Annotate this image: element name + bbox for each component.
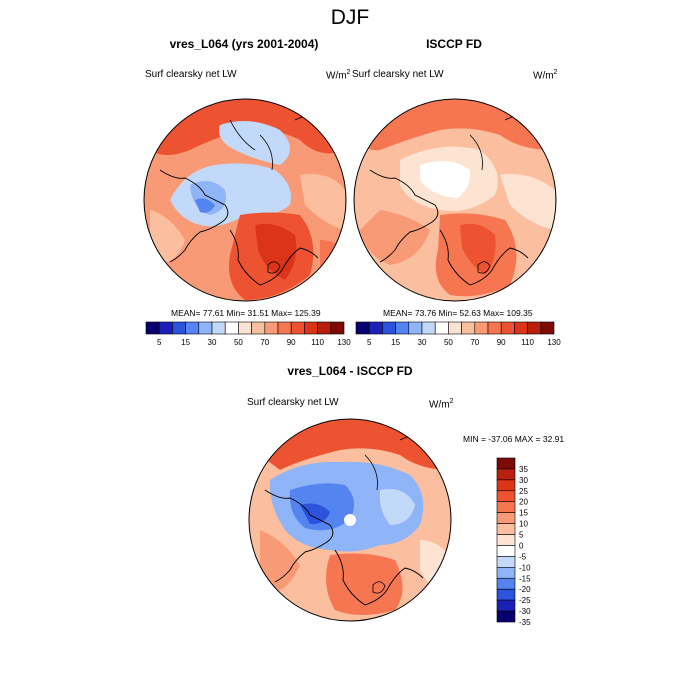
colorbar-tick-label: 5 — [367, 338, 372, 347]
map2-border — [353, 98, 557, 302]
panel2-stats: MEAN= 73.76 Min= 52.63 Max= 109.35 — [383, 308, 533, 318]
colorbar-swatch — [496, 545, 516, 557]
colorbar-swatch — [238, 321, 252, 335]
colorbar-model: 5 15 30 50 70 90 110 130 — [145, 321, 351, 347]
colorbar-swatch — [290, 321, 305, 335]
colorbar-tick-label: 50 — [234, 338, 243, 347]
polar-map-difference — [249, 419, 451, 621]
colorbar-tick-label: -10 — [519, 563, 531, 572]
panel3-stats: MIN = -37.06 MAX = 32.91 — [463, 434, 565, 444]
colorbar-swatch — [304, 321, 318, 335]
colorbar-swatch — [461, 321, 476, 335]
panel3-title: vres_L064 - ISCCP FD — [287, 364, 413, 378]
colorbar-tick-label: 20 — [519, 498, 528, 507]
colorbar-swatch — [474, 321, 489, 335]
colorbar-tick-label: -15 — [519, 574, 531, 583]
colorbar-swatch — [172, 321, 186, 335]
colorbar-swatch — [224, 321, 239, 335]
colorbar-swatch — [317, 321, 332, 335]
colorbar-tick-label: -5 — [519, 552, 527, 561]
colorbar-tick-label: 130 — [547, 338, 561, 347]
panel1-title: vres_L064 (yrs 2001-2004) — [169, 37, 319, 51]
colorbar-swatch — [496, 468, 516, 481]
panel1-units: W/m2 — [326, 69, 351, 82]
colorbar-tick-label: 0 — [519, 541, 524, 550]
colorbar-tick-label: 110 — [521, 338, 534, 347]
colorbar-tick-label: 70 — [470, 338, 479, 347]
colorbar-tick-label: 90 — [497, 338, 506, 347]
colorbar-swatch — [514, 321, 528, 335]
colorbar-swatch — [496, 567, 516, 579]
colorbar-tick-label: -30 — [519, 607, 531, 616]
colorbar-difference: 35 30 25 20 15 10 50 -5 -10 -15 -20 -25 -30 -35 — [496, 457, 531, 627]
map1-border — [143, 98, 347, 302]
polar-map-isccp — [354, 99, 556, 301]
colorbar-swatch — [368, 321, 383, 335]
map3-border — [248, 418, 452, 622]
colorbar-swatch — [487, 321, 502, 335]
colorbar-tick-label: 5 — [157, 338, 162, 347]
figure-title: DJF — [330, 6, 370, 29]
panel2-units: W/m2 — [533, 69, 558, 82]
colorbar-swatch — [496, 599, 516, 612]
colorbar-tick-label: 50 — [444, 338, 453, 347]
panel1-stats: MEAN= 77.61 Min= 31.51 Max= 125.39 — [171, 308, 321, 318]
colorbar-tick-label: -25 — [519, 596, 531, 605]
colorbar-swatch — [382, 321, 396, 335]
colorbar-swatch — [421, 321, 436, 335]
colorbar-swatch — [496, 577, 516, 590]
colorbar-swatch — [496, 523, 516, 535]
colorbar-tick-label: 30 — [519, 476, 528, 485]
colorbar-swatch — [496, 479, 516, 492]
colorbar-swatch — [264, 321, 279, 335]
panel3-units: W/m2 — [429, 398, 454, 411]
colorbar-swatch — [158, 321, 173, 335]
colorbar-swatch — [145, 321, 160, 335]
colorbar-tick-label: 30 — [208, 338, 217, 347]
colorbar-tick-label: 10 — [519, 520, 528, 529]
colorbar-swatch — [277, 321, 292, 335]
colorbar-tick-label: 25 — [519, 487, 528, 496]
polar-map-model — [144, 99, 346, 301]
colorbar-swatch — [198, 321, 213, 335]
colorbar-tick-label: 30 — [418, 338, 427, 347]
colorbar-tick-label: 90 — [287, 338, 296, 347]
panel3-variable: Surf clearsky net LW — [247, 397, 339, 408]
colorbar-tick-label: 130 — [337, 338, 351, 347]
colorbar-swatch — [500, 321, 515, 335]
colorbar-swatch — [496, 490, 516, 503]
colorbar-tick-label: 15 — [519, 509, 528, 518]
colorbar-swatch — [211, 321, 226, 335]
colorbar-swatch — [496, 556, 516, 568]
panel2-title: ISCCP FD — [426, 37, 482, 51]
colorbar-swatch — [496, 512, 516, 524]
colorbar-swatch — [251, 321, 266, 335]
colorbar-tick-label: 70 — [260, 338, 269, 347]
colorbar-swatch — [527, 321, 542, 335]
colorbar-swatch — [496, 588, 516, 601]
colorbar-tick-label: 5 — [519, 531, 524, 540]
colorbar-swatch — [185, 321, 200, 335]
colorbar-swatch — [330, 321, 345, 335]
colorbar-swatch — [355, 321, 370, 335]
colorbar-swatch — [408, 321, 423, 335]
panel1-variable: Surf clearsky net LW — [145, 69, 237, 80]
colorbar-swatch — [434, 321, 449, 335]
colorbar-swatch — [496, 610, 516, 623]
colorbar-tick-label: 15 — [391, 338, 400, 347]
colorbar-tick-label: -35 — [519, 618, 531, 627]
colorbar-swatch — [496, 501, 516, 513]
colorbar-tick-label: -20 — [519, 585, 531, 594]
panel2-variable: Surf clearsky net LW — [352, 69, 444, 80]
colorbar-tick-label: 15 — [181, 338, 190, 347]
colorbar-swatch — [448, 321, 462, 335]
colorbar-swatch — [496, 457, 516, 470]
colorbar-tick-label: 110 — [311, 338, 324, 347]
colorbar-isccp: 5 15 30 50 70 90 110 130 — [355, 321, 561, 347]
colorbar-tick-label: 35 — [519, 465, 528, 474]
colorbar-swatch — [540, 321, 555, 335]
colorbar-swatch — [496, 534, 516, 546]
colorbar-swatch — [395, 321, 410, 335]
